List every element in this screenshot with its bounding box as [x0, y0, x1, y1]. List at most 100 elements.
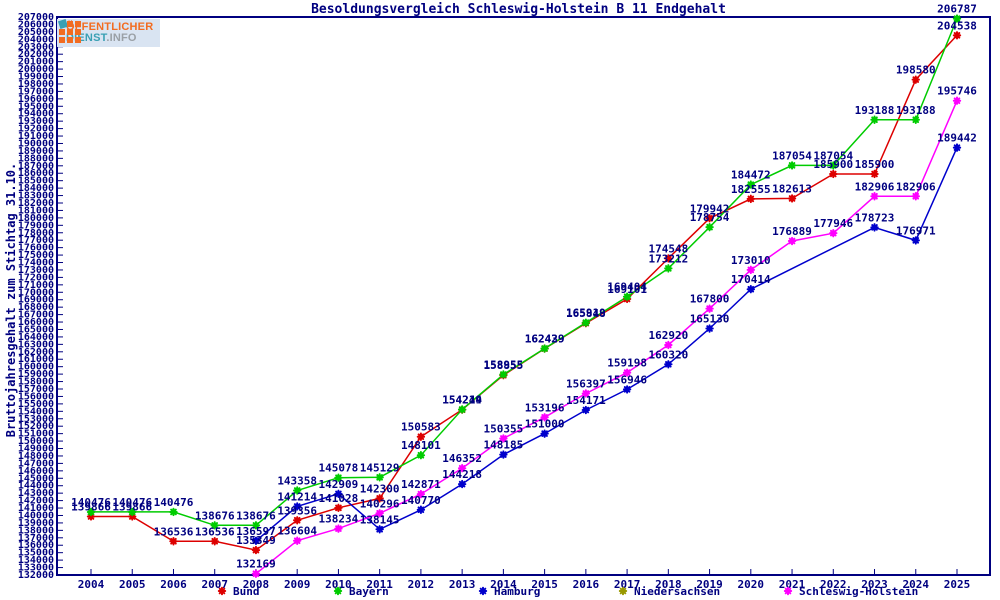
y-tick-label: 189000 [18, 146, 54, 157]
y-tick-label: 155000 [18, 399, 54, 410]
x-tick-label: 2013 [449, 578, 476, 591]
plot-border [56, 16, 991, 576]
data-point-bayern [292, 486, 302, 495]
data-point-value-label: 136536 [154, 525, 194, 538]
legend-marker-bayern [333, 586, 343, 596]
data-point-value-label: 182906 [855, 180, 895, 193]
data-point-value-label: 136604 [277, 525, 317, 538]
y-tick-label: 136000 [18, 540, 54, 551]
x-tick-label: 2022 [820, 578, 847, 591]
data-point-value-label: 158855 [484, 359, 524, 372]
data-point-bayern [457, 405, 467, 414]
logo-text-dienst: DIENST [66, 32, 107, 44]
y-tick-label: 192000 [18, 124, 54, 135]
y-tick-label: 199000 [18, 72, 54, 83]
y-tick-label: 153000 [18, 414, 54, 425]
data-point-schleswig-holstein [870, 192, 879, 201]
data-point-bayern [664, 264, 673, 273]
data-point-bund [787, 194, 797, 203]
data-point-value-label: 142871 [401, 478, 441, 491]
series-line-bayern [91, 18, 958, 527]
y-tick-label: 147000 [18, 458, 54, 469]
data-point-bayern [581, 318, 591, 327]
x-tick-label: 2006 [160, 578, 187, 591]
data-point-value-label: 165130 [690, 313, 730, 326]
data-point-value-label: 182555 [731, 183, 771, 196]
data-point-value-label: 145129 [360, 461, 400, 474]
data-point-value-label: 169404 [607, 281, 647, 294]
data-point-hamburg [911, 236, 920, 245]
x-tick-label: 2024 [903, 578, 930, 591]
y-tick-label: 163000 [18, 339, 54, 350]
y-tick-label: 154000 [18, 406, 54, 417]
y-tick-label: 202000 [18, 49, 54, 60]
data-point-schleswig-holstein [334, 524, 343, 533]
data-point-schleswig-holstein [499, 434, 508, 443]
data-point-value-label: 162439 [525, 333, 565, 346]
y-tick-label: 150000 [18, 436, 54, 447]
data-point-value-label: 182906 [896, 180, 936, 193]
data-point-bayern [499, 370, 508, 379]
y-tick-label: 160000 [18, 362, 54, 373]
data-point-value-label: 140476 [71, 496, 111, 509]
y-tick-label: 183000 [18, 191, 54, 202]
y-tick-label: 186000 [18, 168, 54, 179]
data-point-value-label: 165848 [566, 307, 606, 320]
y-tick-label: 182000 [18, 198, 54, 209]
data-point-schleswig-holstein [457, 464, 467, 473]
x-tick-label: 2014 [490, 578, 517, 591]
y-tick-label: 181000 [18, 205, 54, 216]
data-point-hamburg [416, 505, 426, 514]
data-point-value-label: 150583 [401, 421, 441, 434]
data-point-value-label: 177946 [813, 217, 853, 230]
data-point-value-label: 187054 [772, 149, 812, 162]
data-point-schleswig-holstein [664, 340, 673, 350]
y-tick-label: 165000 [18, 324, 54, 335]
data-point-value-label: 138145 [360, 513, 400, 526]
data-point-bayern [540, 344, 549, 353]
y-tick-label: 151000 [18, 429, 54, 440]
legend-marker-bund [217, 586, 227, 596]
y-tick-label: 166000 [18, 317, 54, 328]
y-tick-label: 152000 [18, 421, 54, 432]
x-tick-label: 2008 [243, 578, 270, 591]
data-point-value-label: 138676 [236, 509, 276, 522]
y-tick-label: 173000 [18, 265, 54, 276]
data-point-value-label: 193188 [896, 104, 936, 117]
y-tick-label: 194000 [18, 109, 54, 120]
data-point-value-label: 176971 [896, 224, 936, 237]
data-point-value-label: 153196 [525, 401, 565, 414]
data-point-value-label: 179942 [690, 202, 730, 215]
y-tick-label: 132000 [18, 570, 54, 581]
data-point-bayern [251, 521, 261, 530]
data-point-value-label: 140476 [154, 496, 194, 509]
data-point-value-label: 162920 [648, 329, 688, 342]
x-tick-label: 2009 [284, 578, 311, 591]
y-tick-label: 149000 [18, 444, 54, 455]
y-tick-label: 164000 [18, 332, 54, 343]
x-tick-label: 2015 [531, 578, 558, 591]
data-point-value-label: 141028 [319, 492, 359, 505]
y-tick-label: 191000 [18, 131, 54, 142]
data-point-schleswig-holstein [375, 509, 384, 518]
x-tick-label: 2011 [366, 578, 393, 591]
x-tick-label: 2016 [573, 578, 600, 591]
data-point-hamburg [251, 536, 261, 545]
y-tick-label: 184000 [18, 183, 54, 194]
data-point-value-label: 169101 [607, 283, 647, 296]
data-point-schleswig-holstein [911, 192, 920, 201]
data-point-hamburg [457, 479, 467, 489]
y-tick-label: 196000 [18, 94, 54, 105]
data-point-value-label: 187054 [813, 149, 853, 162]
data-point-bund [334, 503, 343, 513]
data-point-hamburg [375, 525, 384, 534]
page-title: Besoldungsvergleich Schleswig-Holstein B… [311, 2, 726, 17]
data-point-value-label: 141214 [277, 490, 317, 503]
x-tick-label: 2018 [655, 578, 682, 591]
data-point-bund [746, 194, 756, 204]
x-tick-label: 2005 [119, 578, 146, 591]
data-point-bayern [705, 222, 714, 232]
data-point-value-label: 162429 [525, 333, 565, 346]
data-point-bund [210, 537, 219, 546]
